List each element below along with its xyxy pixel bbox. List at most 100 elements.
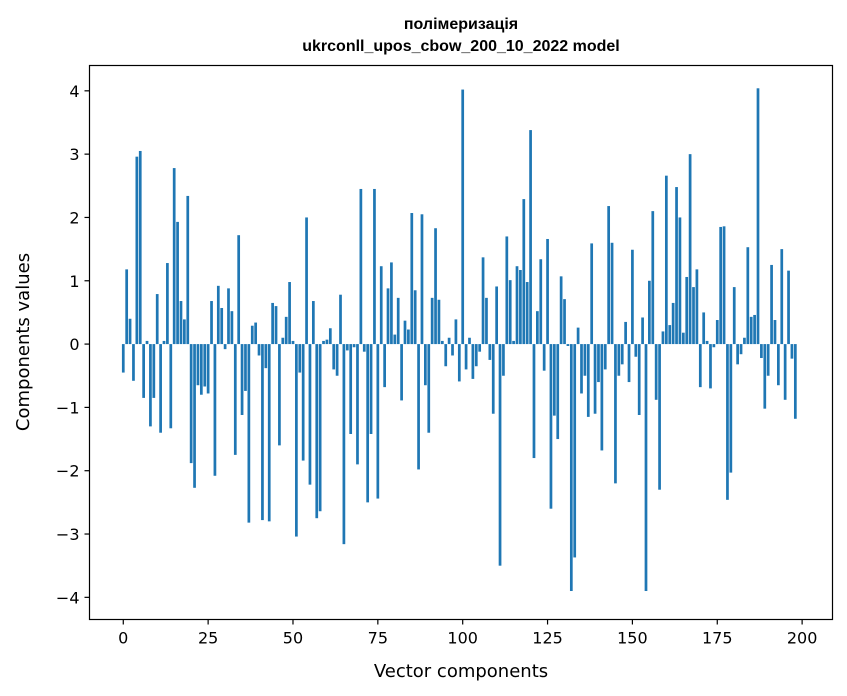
bar (709, 344, 712, 389)
bar (332, 344, 336, 370)
bar (461, 89, 465, 345)
y-axis-label: Components values (13, 253, 34, 431)
bar (352, 344, 356, 348)
bar (244, 344, 247, 391)
bar (142, 344, 145, 398)
x-tick-label: 125 (532, 629, 563, 648)
bar (610, 242, 614, 345)
bar (254, 322, 258, 345)
bar (763, 344, 767, 409)
bar (773, 320, 777, 345)
bar (301, 344, 305, 461)
bar (451, 344, 454, 356)
bar (447, 337, 451, 345)
bar (749, 316, 753, 345)
bar (498, 344, 502, 566)
bar (654, 344, 658, 400)
bar (149, 344, 152, 427)
bar (600, 344, 604, 451)
bar (743, 337, 746, 345)
bar (502, 344, 505, 376)
bar (237, 235, 241, 345)
bar (770, 264, 773, 345)
bar (169, 344, 173, 429)
x-tick-label: 150 (617, 629, 648, 648)
bar (220, 307, 224, 345)
bar (362, 344, 366, 352)
bars-group (121, 88, 797, 592)
y-tick-label: −3 (56, 525, 80, 544)
bar (166, 263, 169, 345)
bar (539, 259, 543, 345)
bar (519, 270, 522, 345)
bar (593, 344, 597, 414)
bar (376, 344, 380, 499)
bar (138, 150, 142, 345)
bar (597, 344, 600, 383)
y-tick-label: 0 (69, 335, 79, 354)
bar (121, 344, 125, 373)
bar (135, 156, 139, 345)
bar (128, 318, 132, 345)
bar (444, 344, 448, 367)
bar (328, 328, 332, 345)
bar (281, 337, 285, 345)
bar (617, 344, 621, 376)
bar (583, 344, 587, 376)
x-axis-ticks: 0 25 50 75 100 125 150 175 200 (118, 619, 817, 648)
bar (542, 344, 546, 371)
bar (569, 344, 573, 592)
bar (678, 217, 682, 345)
y-tick-label: 1 (69, 272, 79, 291)
bar (688, 154, 692, 345)
bar (311, 301, 315, 345)
bar (247, 344, 251, 523)
bar (658, 344, 661, 490)
bar (508, 280, 512, 345)
bar (580, 344, 583, 394)
bar (325, 339, 329, 345)
bar (407, 329, 410, 345)
bar (529, 130, 532, 345)
bar (369, 344, 373, 434)
bar (468, 337, 471, 345)
bar (291, 340, 295, 345)
bar (729, 344, 733, 473)
x-tick-label: 100 (447, 629, 478, 648)
bar (176, 221, 179, 345)
bar (607, 206, 611, 345)
bar (159, 344, 162, 433)
bar (274, 306, 278, 345)
bar (186, 195, 190, 345)
bar (155, 294, 159, 345)
bar (308, 344, 312, 485)
chart-title: полімеризація (404, 16, 518, 33)
bar (386, 288, 390, 345)
bar (440, 340, 444, 345)
bar (145, 340, 149, 345)
bar (206, 344, 210, 394)
bar (644, 344, 648, 592)
bar (193, 344, 196, 488)
bar (345, 344, 349, 351)
bar (766, 344, 770, 376)
bar (705, 340, 709, 345)
bar (295, 344, 298, 537)
bar (573, 344, 577, 558)
bar (624, 321, 627, 345)
bar (505, 236, 509, 345)
bar (196, 344, 200, 386)
bar (162, 340, 166, 345)
bar (753, 314, 756, 345)
bar (546, 238, 549, 345)
bar (410, 213, 414, 345)
bar (627, 344, 631, 383)
bar (474, 344, 478, 367)
bar (525, 282, 529, 345)
bar (318, 344, 322, 512)
bar (736, 344, 739, 365)
bar (726, 344, 729, 500)
bar (698, 344, 702, 388)
bar (746, 247, 750, 345)
